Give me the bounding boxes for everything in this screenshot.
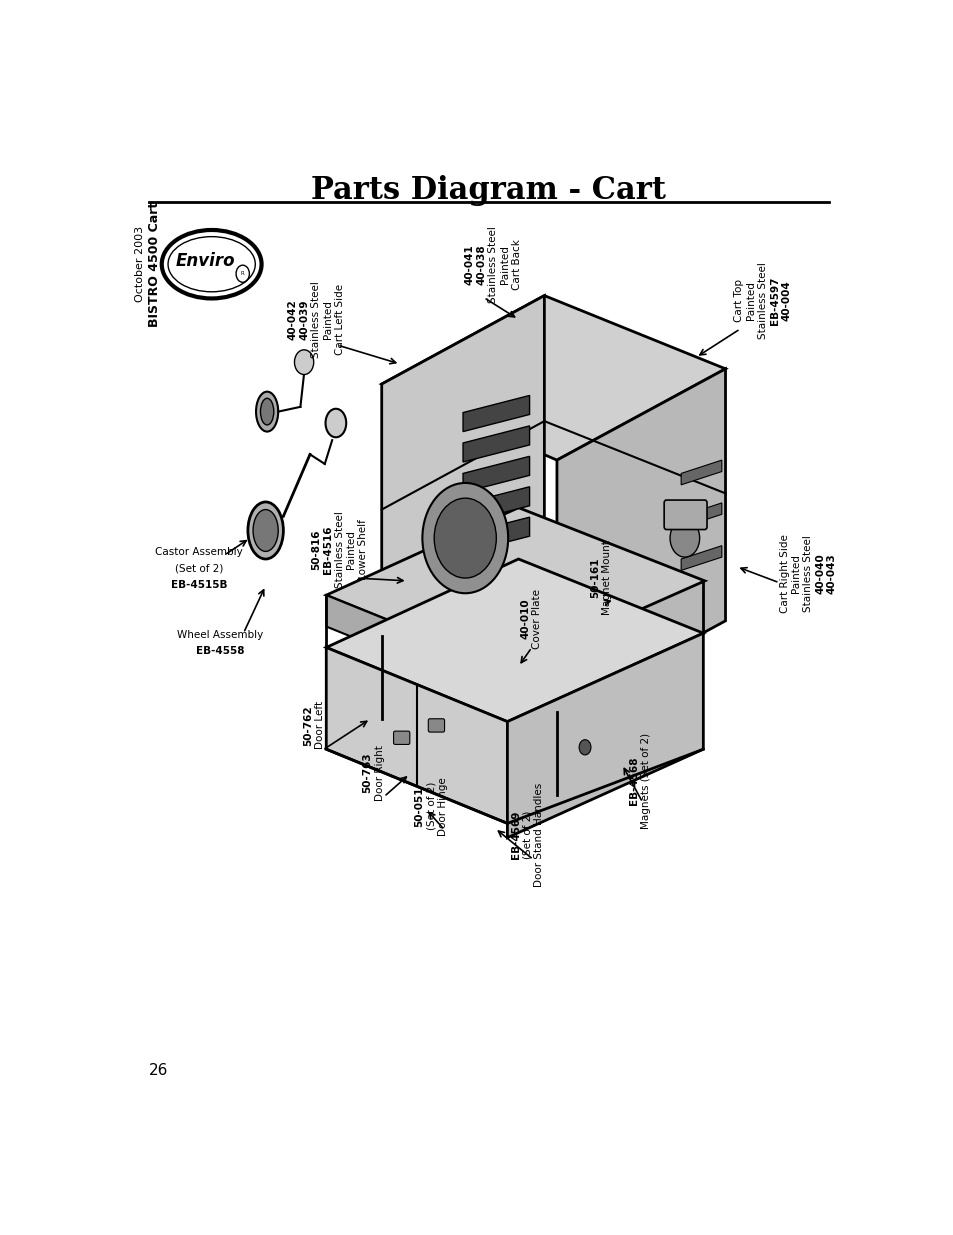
Text: Wheel Assembly: Wheel Assembly <box>177 630 263 640</box>
Polygon shape <box>381 295 544 636</box>
Ellipse shape <box>162 230 261 299</box>
Text: 50-161: 50-161 <box>590 558 599 598</box>
Text: 40-041: 40-041 <box>464 243 475 284</box>
Text: Door Hinge: Door Hinge <box>437 777 448 836</box>
Text: Parts Diagram - Cart: Parts Diagram - Cart <box>311 174 666 205</box>
Text: 40-040: 40-040 <box>814 553 824 594</box>
Text: Painted: Painted <box>745 280 756 320</box>
Text: Painted: Painted <box>322 300 333 338</box>
Text: 40-004: 40-004 <box>781 280 791 321</box>
Text: Lower Shelf: Lower Shelf <box>358 519 368 580</box>
Polygon shape <box>680 461 721 485</box>
Text: Door Right: Door Right <box>375 745 384 802</box>
Text: (Set of 2): (Set of 2) <box>426 782 436 830</box>
Text: 40-042: 40-042 <box>287 299 297 340</box>
Text: 50-051: 50-051 <box>414 785 424 826</box>
Text: (Set of 2): (Set of 2) <box>522 810 532 860</box>
Text: Painted: Painted <box>499 245 510 284</box>
Text: 50-816: 50-816 <box>311 530 320 569</box>
Ellipse shape <box>248 501 283 559</box>
Circle shape <box>294 350 314 374</box>
Text: Enviro: Enviro <box>175 252 235 270</box>
Text: Magnets (Set of 2): Magnets (Set of 2) <box>640 732 650 829</box>
Text: Stainless Steel: Stainless Steel <box>488 226 497 303</box>
Text: Door Left: Door Left <box>315 701 325 750</box>
Text: Magnet Mount: Magnet Mount <box>601 541 612 615</box>
Polygon shape <box>507 634 702 837</box>
Circle shape <box>669 519 699 557</box>
Text: Cover Plate: Cover Plate <box>532 589 541 648</box>
Circle shape <box>422 483 508 593</box>
Text: 50-762: 50-762 <box>303 705 314 746</box>
Text: Stainless Steel: Stainless Steel <box>335 511 344 588</box>
Ellipse shape <box>325 409 346 437</box>
Text: Cart Back: Cart Back <box>512 238 521 290</box>
FancyBboxPatch shape <box>394 731 410 745</box>
Polygon shape <box>326 647 507 824</box>
Text: 40-010: 40-010 <box>519 599 530 640</box>
Text: BISTRO 4500 Cart: BISTRO 4500 Cart <box>148 201 161 327</box>
Text: Door Stand Handles: Door Stand Handles <box>534 783 543 887</box>
Polygon shape <box>462 517 529 553</box>
FancyBboxPatch shape <box>428 719 444 732</box>
Circle shape <box>578 740 590 755</box>
Text: Cart Left Side: Cart Left Side <box>335 284 344 354</box>
Text: Painted: Painted <box>346 530 356 569</box>
Polygon shape <box>326 508 704 668</box>
Text: R: R <box>240 272 244 277</box>
Text: Castor Assembly: Castor Assembly <box>155 547 243 557</box>
Text: Stainless Steel: Stainless Steel <box>758 262 767 338</box>
Polygon shape <box>381 295 724 461</box>
Text: 40-043: 40-043 <box>826 553 836 594</box>
Text: EB-4569: EB-4569 <box>510 810 520 860</box>
Circle shape <box>434 498 496 578</box>
Text: EB-4597: EB-4597 <box>769 277 779 325</box>
Text: 50-763: 50-763 <box>362 752 373 793</box>
Polygon shape <box>680 546 721 571</box>
Ellipse shape <box>260 399 274 425</box>
Polygon shape <box>326 559 702 721</box>
Text: (Set of 2): (Set of 2) <box>174 563 223 573</box>
Polygon shape <box>462 426 529 462</box>
Text: Cart Top: Cart Top <box>734 279 743 322</box>
Text: Stainless Steel: Stainless Steel <box>802 535 813 611</box>
Text: EB-4516: EB-4516 <box>322 525 333 574</box>
Text: EB-4515B: EB-4515B <box>171 579 227 589</box>
Text: EB-4558: EB-4558 <box>196 646 245 656</box>
Text: Stainless Steel: Stainless Steel <box>311 280 320 358</box>
Text: 40-039: 40-039 <box>299 299 309 340</box>
Polygon shape <box>462 456 529 493</box>
Polygon shape <box>326 595 507 700</box>
Text: Painted: Painted <box>791 553 801 593</box>
Text: 40-038: 40-038 <box>476 243 486 284</box>
Polygon shape <box>462 395 529 431</box>
Text: Cart Right Side: Cart Right Side <box>779 534 789 613</box>
Polygon shape <box>462 487 529 522</box>
Text: EB-4568: EB-4568 <box>628 756 639 805</box>
Ellipse shape <box>253 510 278 551</box>
Polygon shape <box>680 503 721 527</box>
Ellipse shape <box>255 391 278 431</box>
FancyBboxPatch shape <box>663 500 706 530</box>
Polygon shape <box>557 369 724 713</box>
Text: 26: 26 <box>149 1063 168 1078</box>
Text: October 2003: October 2003 <box>134 226 145 303</box>
